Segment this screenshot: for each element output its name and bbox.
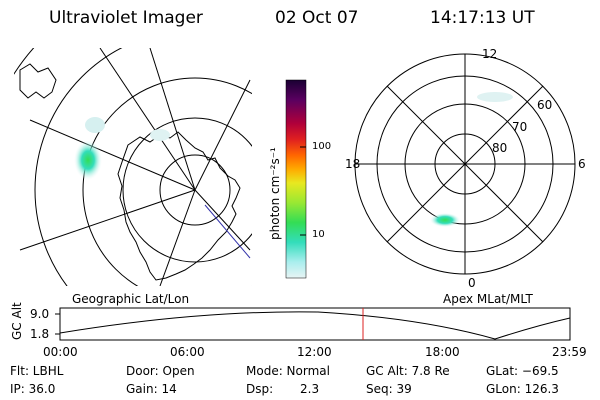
colorbar-tick-label: 10	[312, 229, 325, 240]
dsp-label: Dsp:	[246, 382, 274, 396]
ip-info: IP: 36.0	[10, 382, 56, 396]
mlt-label-18: 18	[345, 157, 361, 171]
apex-polar-plot	[354, 53, 576, 275]
altitude-tick-high: 9.0	[30, 307, 50, 321]
dsp-value: 2.3	[300, 382, 320, 396]
date-display: 02 Oct 07	[275, 8, 359, 28]
mlt-label-6: 6	[578, 157, 586, 171]
filter-info: Flt: LBHL	[10, 364, 64, 378]
glon-info: GLon: 126.3	[486, 382, 559, 396]
time-tick: 06:00	[170, 345, 205, 359]
mlt-label-12: 12	[482, 47, 498, 61]
glat-info: GLat: −69.5	[486, 364, 559, 378]
mode-info: Mode: Normal	[246, 364, 330, 378]
time-display: 14:17:13 UT	[430, 8, 535, 28]
gc-alt-info: GC Alt: 7.8 Re	[366, 364, 450, 378]
geographic-map	[14, 48, 252, 286]
gain-info: Gain: 14	[126, 382, 177, 396]
colorbar-unit: photon cm⁻²s⁻¹	[268, 147, 282, 240]
mlt-label-0: 0	[468, 276, 476, 290]
apex-map-label: Apex MLat/MLT	[443, 292, 533, 306]
mlat-label-80: 80	[492, 141, 508, 155]
instrument-title: Ultraviolet Imager	[49, 8, 203, 28]
colorbar-tick-label: 100	[312, 141, 332, 152]
mlat-label-60: 60	[537, 98, 553, 112]
altitude-axis-label: GC Alt	[10, 302, 24, 340]
geographic-map-label: Geographic Lat/Lon	[72, 292, 190, 306]
altitude-plot	[55, 307, 571, 341]
time-tick: 00:00	[43, 345, 78, 359]
time-tick: 23:59	[552, 345, 587, 359]
door-info: Door: Open	[126, 364, 195, 378]
time-tick: 18:00	[425, 345, 460, 359]
mlat-label-70: 70	[512, 120, 528, 134]
altitude-tick-low: 1.8	[30, 327, 50, 341]
seq-info: Seq: 39	[366, 382, 412, 396]
time-tick: 12:00	[297, 345, 332, 359]
colorbar	[285, 79, 307, 279]
